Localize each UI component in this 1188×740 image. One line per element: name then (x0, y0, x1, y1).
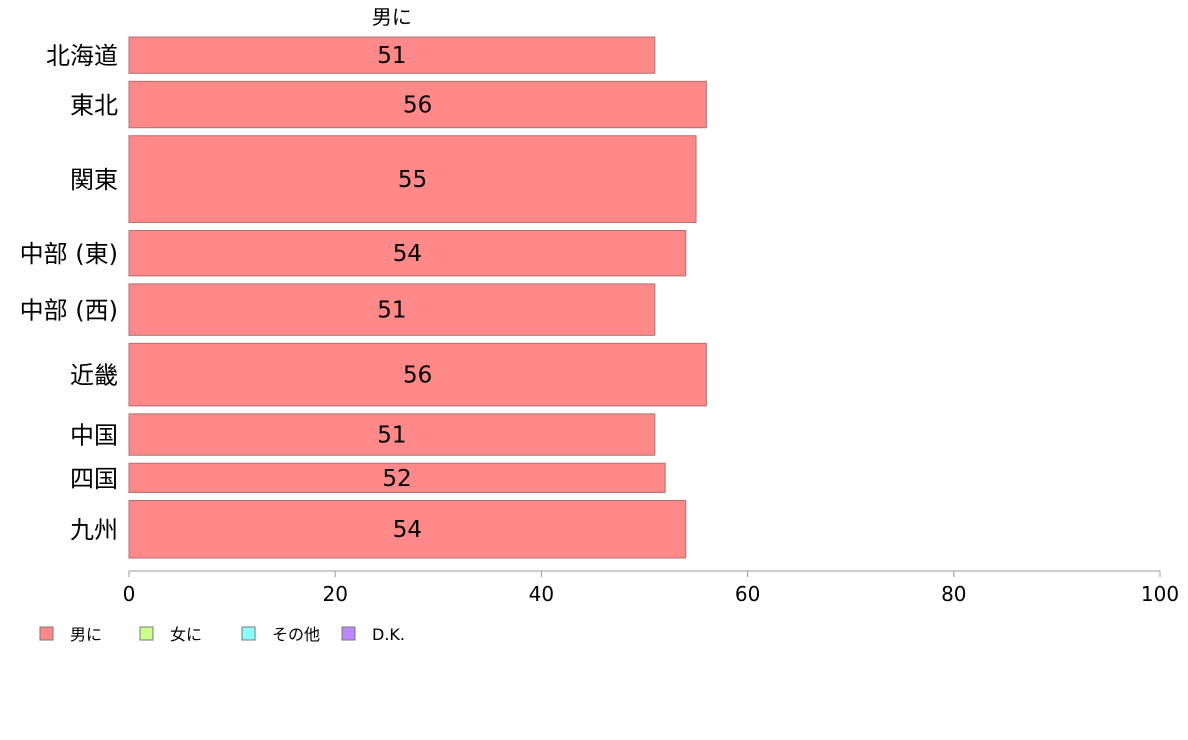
bar[interactable] (128, 283, 656, 336)
legend-label: その他 (272, 625, 320, 644)
category-label: 北海道 (46, 42, 118, 70)
segment-header: 男に (372, 5, 412, 29)
bar-value-label: 56 (403, 363, 432, 389)
bar[interactable] (128, 80, 707, 129)
x-tick-label: 80 (941, 582, 966, 606)
bar[interactable] (128, 342, 707, 407)
category-label: 九州 (70, 516, 118, 544)
category-label: 近畿 (70, 362, 118, 390)
category-label: 関東 (70, 166, 118, 194)
x-tick-label: 100 (1141, 582, 1179, 606)
legend-swatch (39, 626, 54, 641)
bar[interactable] (128, 229, 687, 277)
legend-swatch (241, 626, 256, 641)
bar[interactable] (128, 36, 656, 74)
x-tick-label: 0 (123, 582, 136, 606)
bar-value-label: 55 (398, 167, 427, 193)
bar[interactable] (128, 499, 687, 559)
bar-value-label: 54 (393, 241, 422, 267)
legend-swatch (341, 626, 356, 641)
x-tick-label: 60 (735, 582, 760, 606)
category-label: 中部 (西) (20, 297, 118, 325)
x-tick-label: 20 (322, 582, 347, 606)
bar-value-label: 54 (393, 517, 422, 543)
bar-value-label: 51 (377, 423, 406, 449)
legend-label: 男に (70, 625, 102, 644)
category-label: 四国 (70, 465, 118, 493)
x-tick-label: 40 (529, 582, 554, 606)
category-label: 中部 (東) (20, 240, 118, 268)
bar[interactable] (128, 135, 697, 223)
bar[interactable] (128, 462, 666, 493)
legend-label: D.K. (372, 625, 405, 644)
bar-value-label: 56 (403, 93, 432, 119)
category-label: 中国 (70, 422, 118, 450)
bar-value-label: 51 (377, 298, 406, 324)
legend-swatch (139, 626, 154, 641)
bar[interactable] (128, 413, 656, 456)
bar-value-label: 51 (377, 43, 406, 69)
category-label: 東北 (70, 92, 118, 120)
legend-label: 女に (170, 625, 202, 644)
bar-value-label: 52 (382, 466, 411, 492)
